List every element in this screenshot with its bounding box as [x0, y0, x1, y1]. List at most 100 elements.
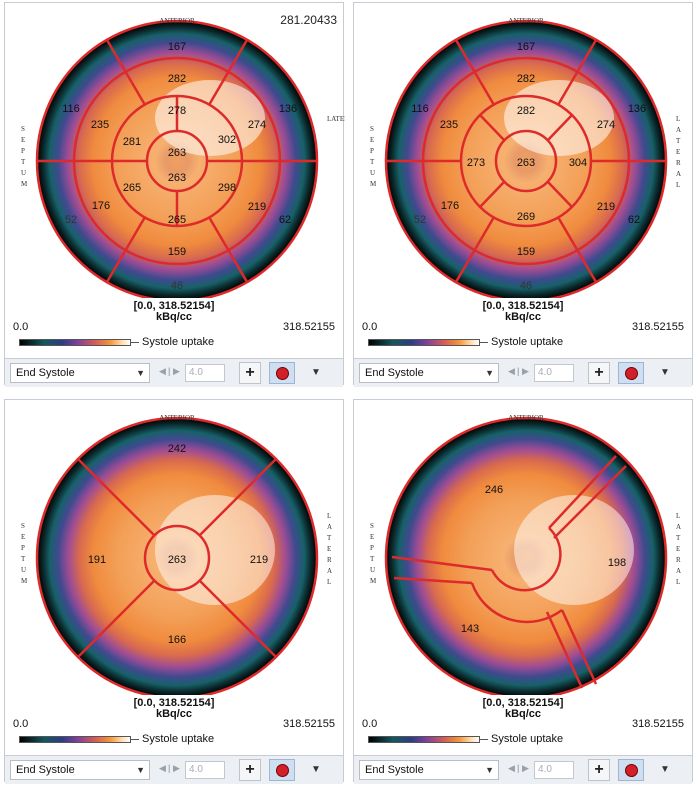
colorbar-min: 0.0 — [362, 321, 378, 333]
zoom-in-button[interactable]: + — [588, 362, 610, 384]
segment-overlay — [384, 19, 668, 298]
colorbar[interactable] — [19, 736, 131, 743]
frame-input[interactable]: 4.0 — [185, 761, 225, 779]
segment-value: 167 — [517, 41, 535, 53]
segment-overlay — [35, 416, 319, 695]
range-label: [0.0, 318.52154] kBq/cc — [354, 301, 692, 323]
zoom-in-button[interactable]: + — [588, 759, 610, 781]
colorbar-min: 0.0 — [13, 718, 29, 730]
phase-dropdown[interactable]: End Systole ▼ — [359, 760, 499, 780]
panel-toolbar: End Systole ▼ ◀ | ▶ 4.0 + ▼ — [354, 358, 692, 387]
anterior-label: ANTERIOR — [159, 17, 195, 25]
step-back-icon[interactable]: ◀ — [159, 763, 166, 773]
segment-value: 304 — [569, 157, 587, 169]
options-menu-button[interactable]: ▼ — [311, 764, 321, 775]
range-values: [0.0, 318.52154] — [482, 300, 564, 312]
colorbar[interactable] — [368, 736, 480, 743]
segment-value: 263 — [168, 554, 186, 566]
target-button[interactable] — [269, 362, 295, 384]
target-button[interactable] — [269, 759, 295, 781]
colorbar[interactable] — [19, 339, 131, 346]
range-unit: kBq/cc — [155, 708, 193, 720]
segment-value: 116 — [411, 103, 429, 115]
range-label: [0.0, 318.52154] kBq/cc — [5, 698, 343, 720]
segment-value: 219 — [250, 554, 268, 566]
step-forward-icon[interactable]: ▶ — [173, 763, 180, 773]
panel-toolbar: End Systole ▼ ◀ | ▶ 4.0 + ▼ — [354, 755, 692, 784]
segment-overlay — [384, 416, 668, 695]
options-menu-button[interactable]: ▼ — [660, 367, 670, 378]
segment-value: 263 — [168, 147, 186, 159]
frame-input[interactable]: 4.0 — [534, 364, 574, 382]
colorbar-min: 0.0 — [13, 321, 29, 333]
range-label: [0.0, 318.52154] kBq/cc — [5, 301, 343, 323]
frame-input[interactable]: 4.0 — [185, 364, 225, 382]
colorbar-pointer — [131, 342, 139, 343]
step-back-icon[interactable]: ◀ — [159, 366, 166, 376]
step-forward-icon[interactable]: ▶ — [173, 366, 180, 376]
options-menu-button[interactable]: ▼ — [311, 367, 321, 378]
frame-stepper[interactable]: ◀ | ▶ — [157, 365, 183, 381]
colorbar-pointer — [480, 739, 488, 740]
segment-value: 265 — [123, 182, 141, 194]
stepper-divider: | — [168, 366, 171, 376]
max-value-readout: 281.20433 — [280, 13, 337, 27]
stepper-divider: | — [517, 366, 520, 376]
colorbar-max: 318.52155 — [283, 718, 335, 730]
colorbar[interactable] — [368, 339, 480, 346]
stepper-divider: | — [168, 763, 171, 773]
colorbar-max: 318.52155 — [632, 718, 684, 730]
segment-value: 263 — [517, 157, 535, 169]
frame-stepper[interactable]: ◀ | ▶ — [157, 762, 183, 778]
zoom-in-button[interactable]: + — [239, 759, 261, 781]
segment-value: 52 — [65, 214, 77, 226]
step-back-icon[interactable]: ◀ — [508, 366, 515, 376]
range-values: [0.0, 318.52154] — [482, 697, 564, 709]
segment-value: 263 — [168, 172, 186, 184]
panel-toolbar: End Systole ▼ ◀ | ▶ 4.0 + ▼ — [5, 358, 343, 387]
step-forward-icon[interactable]: ▶ — [522, 366, 529, 376]
colorbar-label: Systole uptake — [142, 733, 215, 745]
colorbar-max: 318.52155 — [283, 321, 335, 333]
phase-dropdown[interactable]: End Systole ▼ — [10, 363, 150, 383]
anterior-label: ANTERIOR — [508, 414, 544, 422]
frame-stepper[interactable]: ◀ | ▶ — [506, 365, 532, 381]
segment-value: 278 — [168, 105, 186, 117]
segment-value: 176 — [92, 200, 110, 212]
segment-value: 159 — [517, 246, 535, 258]
segment-value: 143 — [461, 623, 479, 635]
target-button[interactable] — [618, 759, 644, 781]
segment-value: 46 — [520, 280, 532, 292]
target-button[interactable] — [618, 362, 644, 384]
segment-value: 242 — [168, 443, 186, 455]
frame-input[interactable]: 4.0 — [534, 761, 574, 779]
phase-dropdown[interactable]: End Systole ▼ — [10, 760, 150, 780]
frame-stepper[interactable]: ◀ | ▶ — [506, 762, 532, 778]
step-forward-icon[interactable]: ▶ — [522, 763, 529, 773]
range-unit: kBq/cc — [504, 311, 542, 323]
segment-value: 273 — [467, 157, 485, 169]
zoom-in-button[interactable]: + — [239, 362, 261, 384]
options-menu-button[interactable]: ▼ — [660, 764, 670, 775]
segment-value: 281 — [123, 136, 141, 148]
segment-value: 274 — [597, 119, 615, 131]
anterior-label: ANTERIOR — [159, 414, 195, 422]
segment-value: 191 — [88, 554, 106, 566]
segment-value: 302 — [218, 134, 236, 146]
range-label: [0.0, 318.52154] kBq/cc — [354, 698, 692, 720]
step-back-icon[interactable]: ◀ — [508, 763, 515, 773]
segment-value: 274 — [248, 119, 266, 131]
phase-dropdown[interactable]: End Systole ▼ — [359, 363, 499, 383]
colorbar-pointer — [131, 739, 139, 740]
